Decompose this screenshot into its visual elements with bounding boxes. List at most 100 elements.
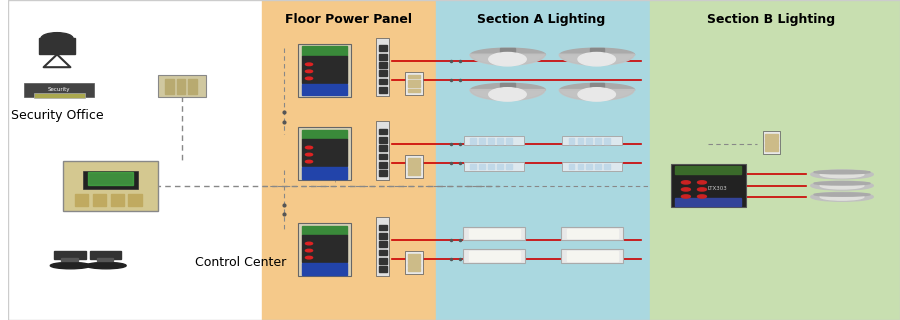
Bar (379, 79, 387, 84)
FancyBboxPatch shape (24, 83, 94, 97)
Ellipse shape (820, 171, 864, 178)
Bar (408, 268, 420, 271)
Ellipse shape (811, 181, 873, 190)
Bar (90, 251, 122, 259)
Circle shape (578, 88, 616, 101)
FancyBboxPatch shape (298, 223, 351, 276)
Bar (408, 84, 420, 87)
Ellipse shape (814, 182, 870, 185)
Bar (578, 164, 583, 169)
Bar (408, 263, 420, 267)
Bar (379, 137, 387, 143)
Text: Control Center: Control Center (195, 256, 286, 269)
Bar (480, 138, 485, 143)
Bar (506, 164, 511, 169)
Bar (379, 62, 387, 68)
Bar (765, 134, 778, 138)
Bar (379, 145, 387, 151)
Bar (567, 229, 617, 238)
Bar (471, 164, 476, 169)
FancyBboxPatch shape (376, 121, 390, 180)
Bar (379, 266, 387, 272)
Bar (480, 164, 485, 169)
FancyBboxPatch shape (464, 249, 525, 263)
Polygon shape (470, 90, 545, 100)
Ellipse shape (814, 171, 870, 174)
Bar (408, 89, 420, 92)
Bar (379, 225, 387, 230)
Bar (379, 162, 387, 168)
Bar (436, 0, 650, 320)
Bar (408, 254, 420, 258)
FancyBboxPatch shape (562, 227, 623, 240)
Text: Security: Security (48, 87, 70, 92)
Circle shape (489, 88, 526, 101)
Bar (111, 194, 124, 206)
Bar (61, 258, 77, 261)
Bar (650, 0, 900, 320)
Bar (302, 56, 347, 83)
Circle shape (305, 256, 312, 259)
Bar (765, 148, 778, 151)
Bar (302, 130, 347, 139)
FancyBboxPatch shape (298, 127, 351, 180)
Text: Section A Lighting: Section A Lighting (477, 13, 606, 26)
FancyBboxPatch shape (83, 171, 139, 189)
Bar (471, 138, 476, 143)
Bar (88, 172, 133, 185)
Text: LTX303: LTX303 (707, 186, 727, 191)
Bar (379, 250, 387, 255)
Circle shape (489, 52, 526, 66)
Bar (302, 139, 347, 166)
Bar (408, 172, 420, 175)
FancyBboxPatch shape (762, 131, 780, 154)
Bar (302, 84, 347, 95)
FancyBboxPatch shape (376, 38, 390, 96)
Bar (379, 154, 387, 159)
Bar (578, 138, 583, 143)
Bar (596, 138, 600, 143)
FancyBboxPatch shape (63, 161, 158, 211)
Ellipse shape (820, 182, 864, 189)
FancyBboxPatch shape (670, 164, 746, 207)
Text: $s: $s (332, 172, 344, 182)
Bar (379, 129, 387, 134)
Bar (93, 194, 106, 206)
Bar (408, 80, 420, 83)
Polygon shape (559, 90, 634, 100)
Bar (302, 235, 347, 262)
FancyBboxPatch shape (464, 227, 525, 240)
Bar (408, 75, 420, 78)
Bar (506, 138, 511, 143)
Circle shape (698, 181, 706, 184)
FancyBboxPatch shape (562, 162, 622, 171)
FancyBboxPatch shape (376, 217, 390, 276)
Ellipse shape (86, 262, 126, 269)
Polygon shape (470, 90, 545, 100)
Bar (379, 87, 387, 93)
Bar (567, 251, 617, 261)
Bar (379, 233, 387, 239)
FancyBboxPatch shape (298, 44, 351, 97)
Bar (302, 226, 347, 235)
Circle shape (305, 160, 312, 163)
Bar (379, 54, 387, 60)
Bar (302, 46, 347, 56)
Bar (569, 164, 574, 169)
Bar (408, 163, 420, 166)
Circle shape (305, 146, 312, 149)
Bar (176, 79, 185, 94)
Bar (262, 0, 436, 320)
Polygon shape (559, 90, 634, 100)
Circle shape (681, 195, 690, 198)
Bar (765, 139, 778, 142)
Bar (40, 38, 75, 54)
Bar (129, 194, 142, 206)
Bar (379, 170, 387, 176)
Circle shape (41, 33, 73, 44)
Polygon shape (559, 54, 634, 65)
Bar (54, 251, 86, 259)
Bar (590, 83, 604, 91)
Circle shape (305, 242, 312, 245)
Bar (165, 79, 174, 94)
